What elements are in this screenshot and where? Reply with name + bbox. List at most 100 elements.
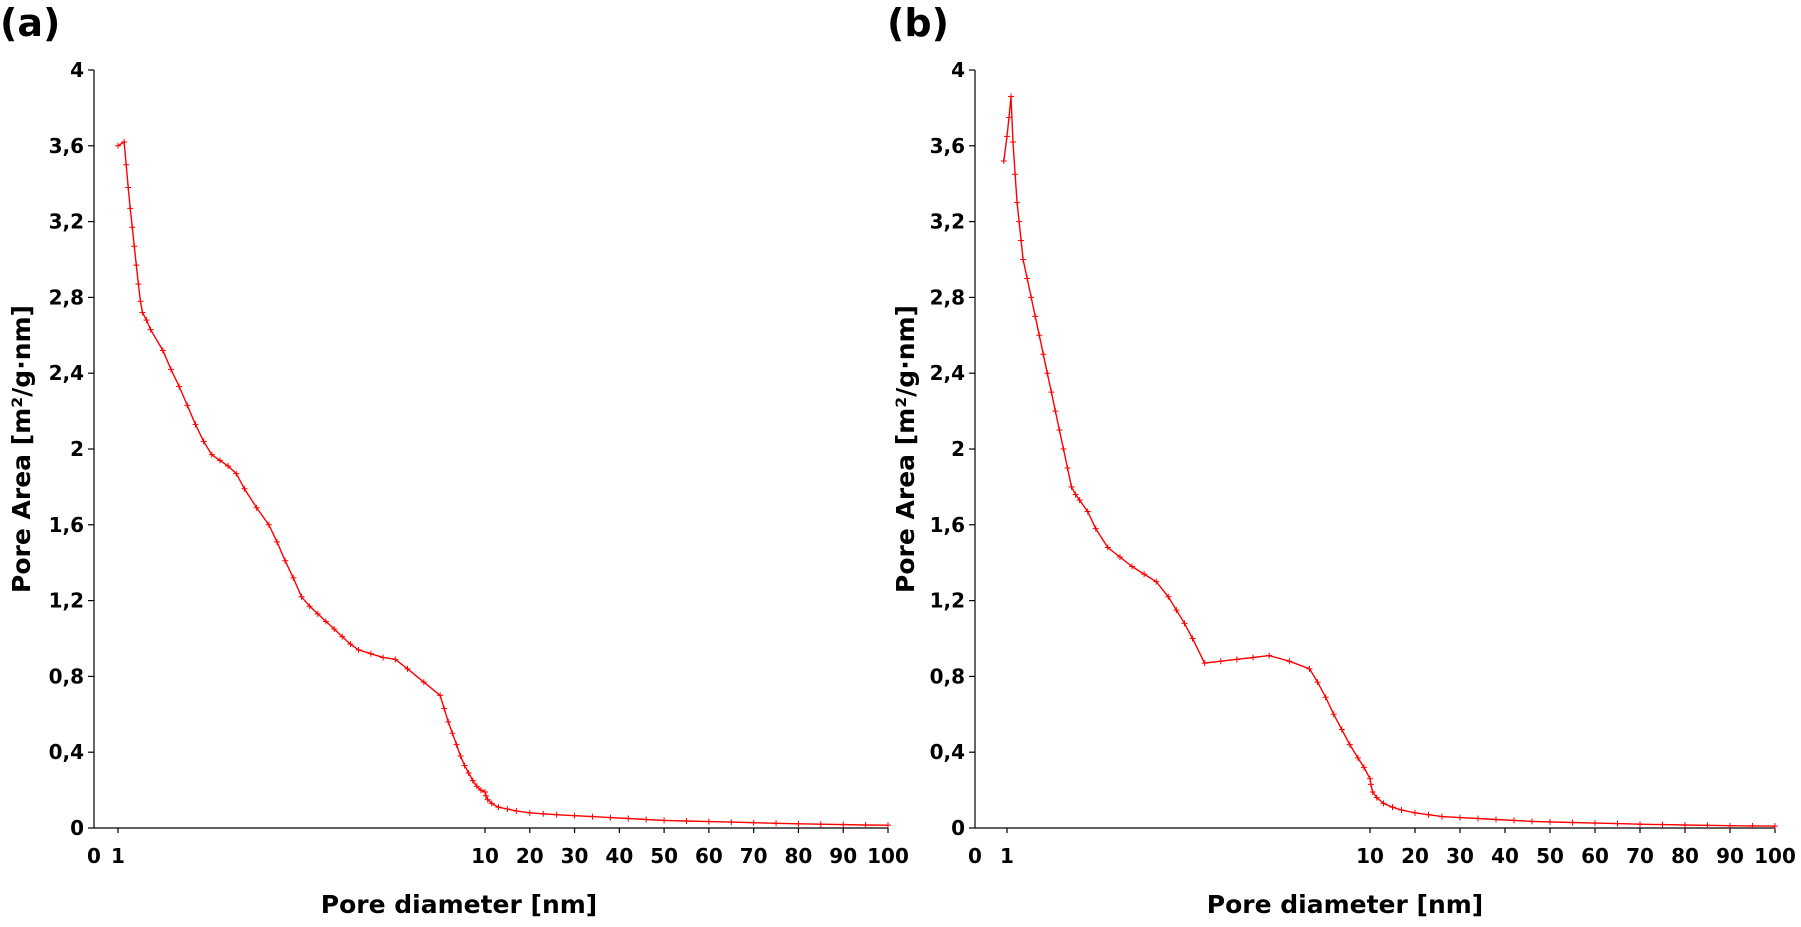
data-point-marker xyxy=(1493,816,1499,823)
data-point-marker xyxy=(1398,806,1405,813)
data-point-marker xyxy=(1425,811,1432,818)
data-point-marker xyxy=(131,243,138,250)
data-point-marker xyxy=(1056,427,1063,434)
data-point-marker xyxy=(290,574,297,581)
data-point-marker xyxy=(445,718,452,725)
data-point-marker xyxy=(1314,679,1321,686)
data-point-marker xyxy=(1064,464,1071,471)
data-point-marker xyxy=(482,788,488,795)
data-point-marker xyxy=(453,741,460,748)
y-tick-label: 2 xyxy=(70,437,84,461)
data-point-marker xyxy=(705,818,712,825)
panel-label-a: (a) xyxy=(0,1,60,45)
y-tick-label: 3,2 xyxy=(930,210,965,234)
data-point-marker xyxy=(449,730,456,737)
data-point-marker xyxy=(488,800,495,807)
data-point-marker xyxy=(1008,93,1015,100)
data-point-marker xyxy=(216,457,223,464)
y-tick-label: 2,8 xyxy=(930,285,965,309)
data-point-marker xyxy=(1181,620,1188,627)
data-point-marker xyxy=(143,317,150,324)
y-tick-label: 1,2 xyxy=(49,589,84,613)
data-point-marker xyxy=(589,813,596,820)
data-point-marker xyxy=(1141,571,1148,578)
data-point-marker xyxy=(1189,635,1196,642)
data-point-marker xyxy=(1727,822,1733,829)
data-point-marker xyxy=(553,811,560,818)
data-point-marker xyxy=(473,783,480,790)
y-ticks-a: 0 0,4 0,8 1,2 1,6 2 2,4 2,8 3,2 3,6 4 xyxy=(49,58,94,840)
data-point-marker xyxy=(1547,818,1553,825)
x-tick-label: 10 xyxy=(1356,844,1384,868)
data-point-marker xyxy=(457,752,464,759)
x-tick-label: 100 xyxy=(867,844,909,868)
y-axis-title-b: Pore Area [m²/g·nm] xyxy=(891,305,920,593)
data-point-marker xyxy=(233,470,240,477)
data-point-marker xyxy=(1092,525,1099,532)
data-point-marker xyxy=(1457,814,1463,821)
data-point-marker xyxy=(1173,607,1180,614)
data-point-marker xyxy=(147,326,154,333)
data-point-marker xyxy=(1028,294,1035,301)
x-tick-label: 50 xyxy=(650,844,678,868)
data-point-marker xyxy=(125,184,132,191)
x-tick-label: 70 xyxy=(740,844,768,868)
data-point-marker xyxy=(437,692,444,699)
data-point-marker xyxy=(1201,660,1208,667)
data-point-marker xyxy=(355,646,362,653)
x-tick-label: 80 xyxy=(1671,844,1699,868)
data-point-marker xyxy=(253,504,260,511)
data-point-marker xyxy=(1024,275,1031,282)
data-point-marker xyxy=(331,626,338,633)
data-point-marker xyxy=(208,451,215,458)
data-point-marker xyxy=(1052,408,1059,415)
data-point-marker xyxy=(1659,821,1666,828)
x-tick-label: 70 xyxy=(1626,844,1654,868)
data-point-marker xyxy=(1286,658,1293,665)
y-tick-label: 3,6 xyxy=(49,134,84,158)
data-point-marker xyxy=(1250,654,1257,661)
data-point-marker xyxy=(1373,794,1380,801)
x-tick-label: 90 xyxy=(829,844,857,868)
y-axis-title-a: Pore Area [m²/g·nm] xyxy=(7,305,36,593)
data-point-marker xyxy=(225,463,232,470)
data-point-marker xyxy=(137,298,144,305)
data-point-marker xyxy=(513,807,520,814)
data-point-marker xyxy=(282,557,289,564)
data-point-marker xyxy=(1330,711,1337,718)
data-point-marker xyxy=(1772,823,1778,830)
x-ticks-b: 0 1 10 20 30 40 50 60 70 80 90 100 xyxy=(968,828,1796,868)
data-point-marker xyxy=(241,485,248,492)
data-point-marker xyxy=(347,641,354,648)
data-point-marker xyxy=(1475,815,1481,822)
data-point-marker xyxy=(380,654,387,661)
data-point-marker xyxy=(1040,351,1047,358)
data-point-marker xyxy=(1682,821,1688,828)
data-point-marker xyxy=(306,603,313,610)
data-point-marker xyxy=(420,679,427,686)
data-point-marker xyxy=(1004,133,1010,140)
y-tick-label: 0,8 xyxy=(49,664,84,688)
data-point-marker xyxy=(885,822,891,829)
data-point-marker xyxy=(477,787,484,794)
data-point-marker xyxy=(1014,199,1021,206)
y-tick-label: 0 xyxy=(951,816,965,840)
x-tick-label: 30 xyxy=(561,844,589,868)
y-tick-label: 0,8 xyxy=(930,664,965,688)
data-point-marker xyxy=(1338,726,1345,733)
data-point-marker xyxy=(1369,788,1376,795)
data-point-marker xyxy=(482,792,489,799)
data-point-marker xyxy=(1010,139,1017,146)
data-point-marker xyxy=(1217,658,1224,665)
x-tick-label: 60 xyxy=(1581,844,1609,868)
data-point-marker xyxy=(339,633,346,640)
x-ticks-a: 0 1 10 20 30 40 50 60 70 80 90 100 xyxy=(87,828,909,868)
y-tick-label: 3,2 xyxy=(49,210,84,234)
data-point-marker xyxy=(1072,491,1079,498)
data-point-marker xyxy=(1354,754,1361,761)
data-point-marker xyxy=(1076,497,1083,504)
data-point-marker xyxy=(1116,554,1123,561)
data-point-marker xyxy=(1000,157,1007,164)
y-tick-label: 4 xyxy=(951,58,965,82)
